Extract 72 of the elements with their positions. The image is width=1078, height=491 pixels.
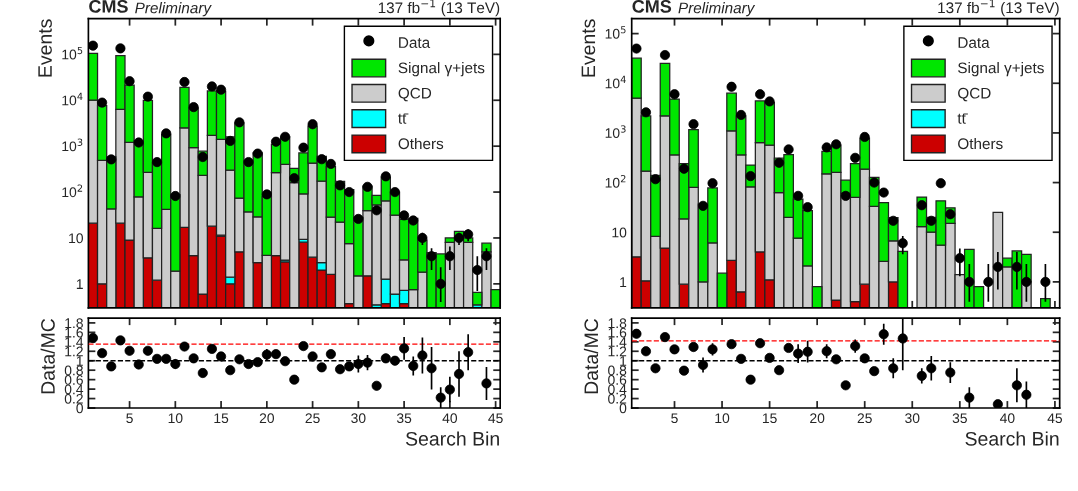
x-tick-label: 40	[999, 413, 1015, 424]
x-tick-label: 5	[671, 413, 678, 424]
legend-label: Data	[399, 37, 431, 48]
y-axis-title: Data/MC	[40, 318, 55, 394]
y-axis-title: Events	[581, 19, 596, 77]
x-axis-title: Search Bin	[965, 431, 1059, 446]
y-tick-label: 0.2	[64, 393, 83, 404]
y-tick-label: 1.4	[608, 337, 627, 347]
text: 137 fb$^{−1}$ (13 TeV)	[378, 0, 500, 17]
y-tick-label: 0.2	[608, 393, 627, 404]
y-tick-label: 0.4	[608, 384, 627, 395]
y-tick-label: 1.2	[608, 346, 627, 357]
legend-label: QCD	[398, 87, 432, 102]
x-tick-label: 20	[259, 413, 275, 424]
legend-label: QCD	[958, 87, 991, 102]
x-tick-label: 25	[857, 413, 872, 424]
y-tick-label: 1.8	[65, 318, 83, 329]
x-tick-label: 15	[762, 413, 777, 424]
legend-label: tt̄	[957, 113, 968, 124]
text: CMS	[89, 0, 128, 13]
y-tick-label: 10$^{4}$	[605, 75, 626, 89]
y-tick-label: 10$^{2}$	[605, 174, 626, 188]
legend-label: Others	[958, 137, 1003, 150]
x-tick-label: 45	[1047, 413, 1063, 424]
x-tick-label: 30	[905, 413, 920, 424]
y-tick-label: 10$^{3}$	[62, 138, 83, 152]
y-tick-label: 1	[76, 356, 83, 366]
text: Preliminary	[135, 2, 212, 17]
y-tick-label: 0	[76, 403, 83, 414]
x-tick-label: 35	[396, 413, 412, 424]
x-tick-label: 10	[715, 413, 730, 424]
x-tick-label: 30	[351, 413, 366, 424]
y-tick-label: 10	[612, 227, 627, 238]
y-tick-label: 10	[69, 233, 83, 244]
y-tick-label: 10$^{5}$	[62, 46, 83, 60]
y-axis-title: Data/MC	[583, 318, 599, 394]
y-tick-label: 1	[620, 356, 627, 366]
y-axis-title: Events	[38, 19, 52, 77]
legend-label: tt̄	[398, 113, 409, 124]
x-tick-label: 45	[488, 413, 503, 424]
y-tick-label: 1	[76, 279, 83, 289]
x-tick-label: 10	[168, 413, 183, 424]
y-tick-label: 0	[619, 403, 627, 414]
text: CMS	[632, 0, 672, 13]
y-tick-label: 0.8	[64, 365, 83, 376]
y-tick-label: 10$^{4}$	[62, 92, 83, 106]
legend-label: Signal γ+jets	[958, 62, 1044, 77]
legend-label: Others	[398, 137, 444, 150]
x-tick-label: 20	[810, 413, 825, 424]
y-tick-label: 1.2	[65, 346, 83, 357]
legend-label: Signal γ+jets	[398, 62, 485, 77]
text: 137 fb$^{−1}$ (13 TeV)	[938, 0, 1059, 17]
y-tick-label: 1.4	[65, 337, 84, 347]
x-tick-label: 5	[126, 413, 133, 424]
x-axis-title: Search Bin	[405, 431, 499, 446]
y-tick-label: 0.4	[64, 384, 84, 395]
y-tick-label: 1.8	[608, 318, 627, 329]
y-tick-label: 10$^{5}$	[605, 26, 626, 39]
y-tick-label: 0.8	[608, 365, 627, 376]
y-tick-label: 0.6	[64, 374, 83, 385]
x-tick-label: 25	[305, 413, 320, 424]
y-tick-label: 1	[620, 277, 627, 287]
y-tick-label: 10$^{2}$	[62, 184, 83, 198]
x-tick-label: 35	[952, 413, 967, 424]
text: Preliminary	[678, 2, 756, 17]
legend-label: Data	[958, 37, 990, 48]
y-tick-label: 10$^{3}$	[605, 125, 626, 138]
x-tick-label: 40	[442, 413, 458, 424]
y-tick-label: 1.6	[608, 327, 627, 338]
x-tick-label: 15	[214, 413, 229, 424]
y-tick-label: 0.6	[608, 374, 627, 385]
y-tick-label: 1.6	[65, 327, 83, 338]
